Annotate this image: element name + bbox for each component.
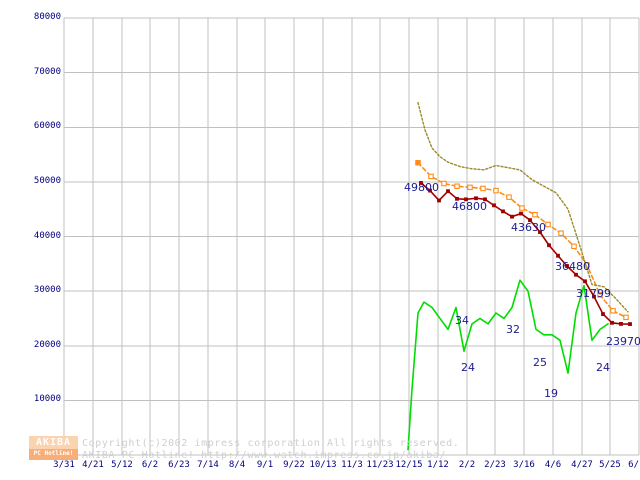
x-axis-tick-label: 6/2 [141, 460, 159, 470]
x-axis-tick-label: 11/3 [341, 460, 363, 470]
series-marker-price-low [492, 203, 496, 208]
series-marker-price-mid [610, 308, 616, 314]
series-marker-price-mid [441, 180, 447, 187]
data-point-label: 46800 [452, 200, 487, 213]
x-axis-tick-label: 3/16 [513, 460, 535, 470]
series-marker-price-low [483, 197, 487, 202]
y-axis-tick-label: 40000 [33, 230, 61, 241]
y-axis-tick-label: 50000 [33, 175, 61, 186]
series-marker-price-low [583, 279, 587, 284]
series-marker-price-low [556, 253, 560, 258]
series-marker-price-mid [584, 262, 590, 268]
series-marker-price-low [592, 294, 596, 299]
series-marker-price-low [610, 320, 614, 325]
url-watermark-line-2: AKIBA PC Hotline! http://www.watch.impre… [82, 450, 447, 461]
series-marker-price-mid [571, 243, 577, 250]
data-point-label: 23970 [606, 335, 640, 348]
series-marker-price-low [538, 230, 542, 235]
series-marker-price-low [419, 181, 423, 185]
logo-top-band [29, 436, 78, 449]
series-marker-price-mid [415, 160, 421, 166]
x-axis-tick-label: 4/6 [544, 460, 562, 470]
x-axis-tick-label: 4/27 [571, 460, 593, 470]
series-marker-price-low [501, 209, 505, 214]
x-axis-tick-label: 9/22 [283, 460, 305, 470]
series-marker-price-low [547, 243, 551, 248]
data-point-label: 24 [596, 361, 610, 374]
x-axis-tick-label: 2/23 [484, 460, 506, 470]
series-marker-price-mid [428, 173, 434, 180]
y-axis-tick-label: 60000 [33, 121, 61, 132]
series-marker-price-mid [558, 230, 564, 236]
series-marker-price-mid [545, 221, 551, 228]
data-point-label: 36480 [555, 260, 590, 273]
data-point-label: 31799 [576, 287, 611, 300]
y-axis-tick-label: 20000 [33, 339, 61, 350]
series-marker-price-low [510, 214, 514, 219]
series-marker-price-low [628, 322, 632, 326]
series-marker-price-mid [623, 314, 629, 321]
series-marker-price-low [455, 196, 459, 201]
series-marker-price-mid [493, 187, 499, 194]
data-point-label: 24 [461, 361, 475, 374]
series-marker-price-low [574, 272, 578, 277]
series-marker-price-mid [480, 185, 486, 192]
logo-bottom-text: PC Hotline! [33, 450, 74, 457]
series-marker-price-low [528, 218, 532, 223]
logo-top-text: AKIBA [35, 437, 72, 448]
y-axis-tick-label: 30000 [33, 285, 61, 296]
series-marker-price-low [474, 196, 478, 201]
data-point-label: 25 [533, 356, 547, 369]
series-marker-price-mid [506, 194, 512, 200]
series-marker-price-mid [467, 184, 473, 191]
series-marker-price-low [565, 264, 569, 268]
x-axis-tick-label: 6/23 [168, 460, 190, 470]
y-axis-tick-label: 80000 [33, 12, 61, 22]
x-axis-tick-label: 11/23 [366, 460, 394, 470]
series-marker-price-low [601, 312, 605, 316]
akiba-logo: AKIBA PC Hotline! [29, 436, 78, 460]
x-axis-tick-label: 2/2 [458, 460, 476, 470]
x-axis-tick-label: 8/4 [228, 460, 246, 470]
y-axis-tick-label: 10000 [33, 394, 61, 405]
y-axis-tick-label: 70000 [33, 66, 61, 77]
x-axis-tick-label: 1/12 [427, 460, 449, 470]
data-point-label: 34 [455, 314, 469, 327]
x-axis-tick-label: 4/21 [82, 460, 104, 470]
series-marker-price-low [464, 197, 468, 202]
series-marker-price-mid [519, 205, 525, 211]
series-line-price-high [417, 101, 629, 313]
x-axis-tick-label: 7/14 [197, 460, 219, 470]
x-axis-tick-label: 6/15 [628, 460, 640, 470]
x-axis-tick-label: 10/13 [309, 460, 337, 470]
series-marker-price-low [446, 189, 450, 194]
series-marker-price-mid [454, 183, 460, 189]
copyright-watermark-line-1: Copyright(c)2002 impress corporation All… [82, 438, 460, 449]
series-marker-price-low [619, 321, 623, 326]
series-marker-price-mid [532, 211, 538, 218]
data-point-label: 19 [544, 387, 558, 400]
x-axis-tick-label: 5/12 [111, 460, 133, 470]
x-axis-tick-label: 9/1 [256, 460, 274, 470]
series-marker-price-low [428, 188, 432, 193]
series-marker-price-low [519, 211, 523, 216]
x-axis-tick-label: 5/25 [599, 460, 621, 470]
logo-bottom-band [29, 449, 78, 460]
data-point-label: 43630 [511, 221, 546, 234]
x-axis-tick-label: 3/31 [53, 460, 75, 470]
data-point-label: 49800 [404, 181, 439, 194]
series-marker-price-mid [597, 292, 603, 298]
series-marker-price-low [437, 198, 441, 203]
data-point-label: 32 [506, 323, 520, 336]
series-line-price-mid [417, 161, 627, 319]
x-axis-tick-label: 12/15 [395, 460, 423, 470]
series-line-shop-count [407, 279, 609, 451]
